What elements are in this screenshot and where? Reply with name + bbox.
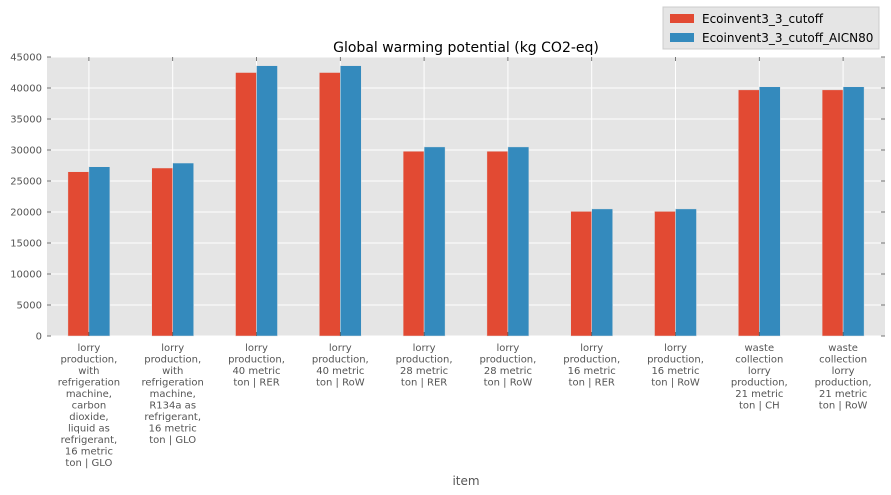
chart-title: Global warming potential (kg CO2-eq) — [333, 40, 599, 56]
bar-series-1-category-4 — [319, 72, 341, 337]
y-tick-label: 5000 — [17, 301, 42, 312]
x-tick-label: lorry production, with refrigeration machine… — [58, 343, 120, 469]
bar-series-1-category-6 — [486, 150, 509, 337]
bar-series-2-category-9 — [759, 86, 781, 337]
y-tick-label: 20000 — [10, 208, 42, 219]
legend-label-series-2: Ecoinvent3_3_cutoff_AICN80 — [702, 31, 873, 45]
bar-series-1-category-5 — [402, 150, 425, 337]
bar-series-1-category-7 — [570, 211, 592, 337]
bar-series-2-category-2 — [172, 162, 194, 337]
bar-series-1-category-10 — [821, 89, 844, 337]
legend-box — [662, 6, 880, 50]
bar-series-2-category-6 — [507, 146, 530, 337]
x-tick-label: waste collection lorry production, 21 metric… — [815, 343, 872, 412]
bar-series-2-category-8 — [675, 208, 697, 337]
x-axis-title: item — [452, 474, 479, 488]
y-tick-label: 35000 — [10, 115, 42, 126]
y-axis-ticks: 0 5000 10000 15000 20000 25000 30000 35000 40000… — [10, 53, 885, 343]
y-tick-label: 10000 — [10, 270, 42, 281]
bar-series-1-category-8 — [654, 211, 676, 337]
y-tick-label: 40000 — [10, 84, 42, 95]
x-tick-label: lorry production, 40 metric ton | RoW — [312, 343, 369, 389]
bar-series-1-category-1 — [67, 171, 90, 337]
y-tick-label: 45000 — [10, 53, 42, 64]
x-tick-label: lorry production, with refrigeration machine… — [142, 343, 204, 446]
bar-series-1-category-9 — [738, 89, 760, 337]
x-tick-label: waste collection lorry production, 21 metric… — [731, 343, 788, 412]
legend-label-series-1: Ecoinvent3_3_cutoff — [702, 12, 824, 26]
bar-series-2-category-5 — [423, 146, 446, 337]
legend: Ecoinvent3_3_cutoff Ecoinvent3_3_cutoff_… — [662, 6, 880, 50]
x-axis-ticks: lorry production, with refrigeration machine… — [58, 57, 872, 469]
legend-swatch-series-2 — [670, 33, 694, 42]
legend-swatch-series-1 — [670, 14, 694, 23]
y-tick-label: 0 — [36, 332, 42, 343]
bar-series-2-category-4 — [340, 65, 362, 337]
x-tick-label: lorry production, 28 metric ton | RER — [396, 343, 453, 389]
bar-series-1-category-3 — [235, 72, 257, 337]
y-tick-label: 25000 — [10, 177, 42, 188]
x-tick-label: lorry production, 16 metric ton | RoW — [647, 343, 704, 389]
x-tick-label: lorry production, 40 metric ton | RER — [228, 343, 285, 389]
bar-series-2-category-3 — [256, 65, 278, 337]
bars — [67, 65, 865, 337]
x-tick-label: lorry production, 16 metric ton | RER — [563, 343, 620, 389]
x-tick-label: lorry production, 28 metric ton | RoW — [479, 343, 536, 389]
bar-series-2-category-1 — [88, 166, 111, 337]
bar-series-1-category-2 — [151, 167, 173, 337]
y-tick-label: 15000 — [10, 239, 42, 250]
bar-series-2-category-10 — [842, 86, 865, 337]
bar-series-2-category-7 — [591, 208, 613, 337]
y-tick-label: 30000 — [10, 146, 42, 157]
